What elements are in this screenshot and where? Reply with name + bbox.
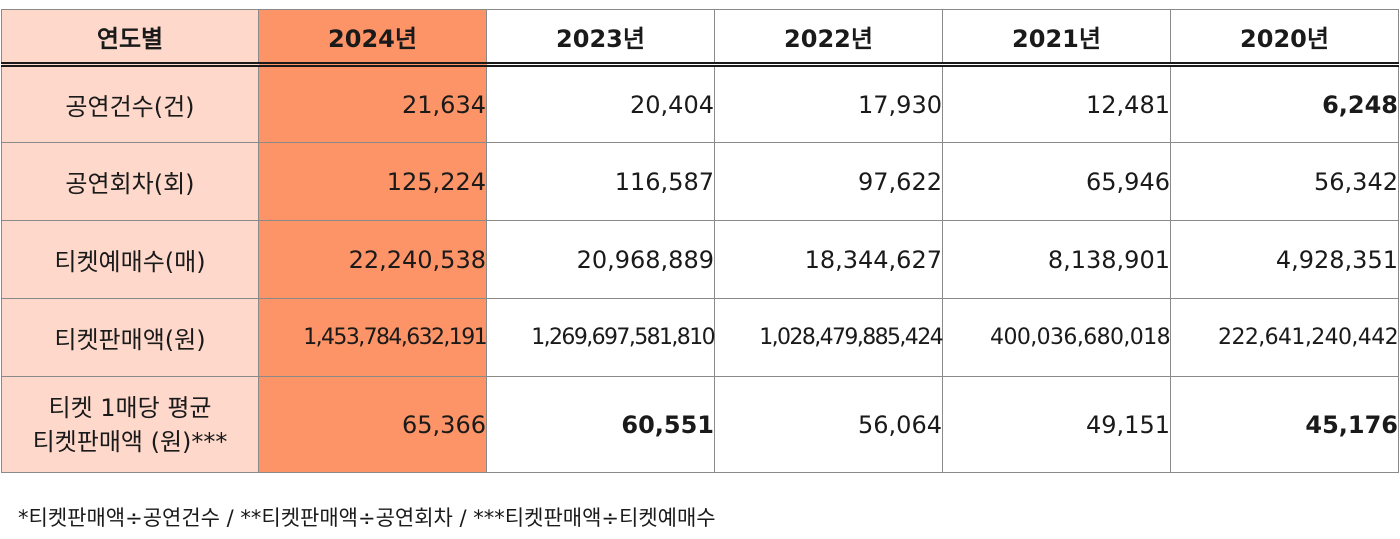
cell-2020: 45,176 — [1170, 376, 1399, 473]
cell-2020: 6,248 — [1170, 64, 1399, 143]
cell-2021: 49,151 — [942, 376, 1171, 473]
row-label: 티켓예매수(매) — [1, 220, 259, 299]
cell-2024: 1,453,784,632,191 — [258, 298, 488, 377]
row-label: 티켓판매액(원) — [1, 298, 259, 377]
cell-2024: 65,366 — [258, 376, 487, 473]
cell-2024: 21,634 — [258, 64, 487, 143]
cell-2020: 56,342 — [1170, 142, 1399, 221]
row-label-line1: 티켓 1매당 평균 — [48, 393, 212, 422]
table-row-performances: 공연건수(건) 21,634 20,404 17,930 12,481 6,24… — [1, 64, 1399, 143]
cell-2022: 18,344,627 — [714, 220, 943, 299]
cell-2022: 1,028,479,885,424 — [714, 298, 944, 377]
row-label: 공연건수(건) — [1, 64, 259, 143]
cell-2022: 97,622 — [714, 142, 943, 221]
table-row-ticket-sales: 티켓판매액(원) 1,453,784,632,191 1,269,697,581… — [1, 298, 1399, 377]
cell-2022: 17,930 — [714, 64, 943, 143]
cell-2021: 12,481 — [942, 64, 1171, 143]
cell-2023: 116,587 — [486, 142, 715, 221]
year-header-2020: 2020년 — [1170, 9, 1399, 67]
footnote: *티켓판매액÷공연건수 / **티켓판매액÷공연회차 / ***티켓판매액÷티켓… — [18, 506, 716, 530]
row-label-line2: 티켓판매액 (원)*** — [32, 427, 228, 456]
cell-2023: 1,269,697,581,810 — [486, 298, 716, 377]
year-header-2023: 2023년 — [486, 9, 715, 67]
year-header-2022: 2022년 — [714, 9, 943, 67]
row-label: 공연회차(회) — [1, 142, 259, 221]
cell-2022: 56,064 — [714, 376, 943, 473]
row-label: 티켓 1매당 평균 티켓판매액 (원)*** — [1, 376, 259, 473]
table-row-tickets-booked: 티켓예매수(매) 22,240,538 20,968,889 18,344,62… — [1, 220, 1399, 299]
cell-2020: 4,928,351 — [1170, 220, 1399, 299]
year-header-2021: 2021년 — [942, 9, 1171, 67]
cell-2024: 125,224 — [258, 142, 487, 221]
table-row-showings: 공연회차(회) 125,224 116,587 97,622 65,946 56… — [1, 142, 1399, 221]
cell-2023: 20,404 — [486, 64, 715, 143]
cell-2021: 65,946 — [942, 142, 1171, 221]
corner-header: 연도별 — [1, 9, 259, 67]
cell-2021: 400,036,680,018 — [942, 298, 1171, 377]
cell-2023: 20,968,889 — [486, 220, 715, 299]
year-header-2024: 2024년 — [258, 9, 487, 67]
cell-2021: 8,138,901 — [942, 220, 1171, 299]
cell-2020: 222,641,240,442 — [1170, 298, 1399, 377]
cell-2024: 22,240,538 — [258, 220, 487, 299]
table-row-avg-price: 티켓 1매당 평균 티켓판매액 (원)*** 65,366 60,551 56,… — [1, 376, 1399, 473]
header-row: 연도별 2024년 2023년 2022년 2021년 2020년 — [1, 9, 1399, 67]
performance-stats-table: 연도별 2024년 2023년 2022년 2021년 2020년 공연건수(건… — [1, 9, 1399, 473]
cell-2023: 60,551 — [486, 376, 715, 473]
